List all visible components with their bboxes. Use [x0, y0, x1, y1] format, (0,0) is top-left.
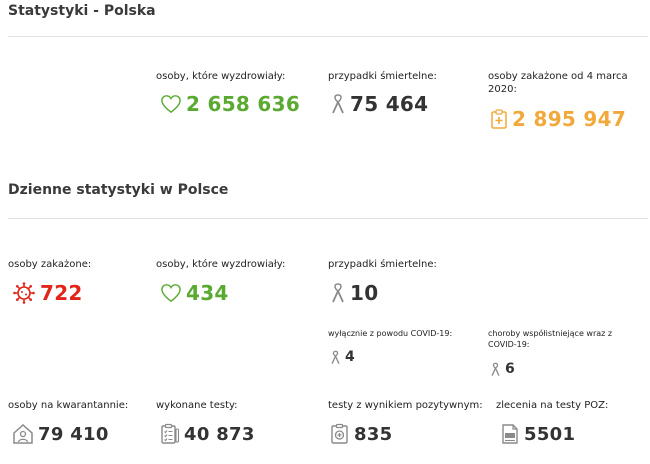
- daily-comorbid-label: choroby współistniejące wraz z COVID-19:: [488, 329, 613, 349]
- daily-positive-tests-value: 835: [330, 423, 392, 445]
- summary-recovered-value: 2 658 636: [160, 92, 300, 116]
- home-person-icon: [12, 423, 34, 445]
- daily-title: Dzienne statystyki w Polsce: [8, 182, 229, 198]
- summary-title: Statystyki - Polska: [8, 3, 156, 19]
- ribbon-icon: [330, 93, 346, 115]
- daily-poz-orders-value: 5501: [500, 423, 575, 445]
- daily-recovered-label: osoby, które wyzdrowiały:: [156, 259, 286, 270]
- heart-icon: [160, 283, 182, 303]
- summary-deaths-value: 75 464: [330, 92, 428, 116]
- positive-test-icon: [330, 423, 350, 445]
- daily-recovered-value: 434: [160, 281, 229, 305]
- heart-icon: [160, 94, 182, 114]
- summary-deaths-label: przypadki śmiertelne:: [328, 71, 437, 82]
- daily-deaths-value: 10: [330, 281, 378, 305]
- virus-icon: [12, 281, 36, 305]
- daily-deaths-label: przypadki śmiertelne:: [328, 259, 437, 270]
- daily-covid-only-value: 4: [330, 349, 355, 365]
- daily-positive-tests-label: testy z wynikiem pozytywnym:: [328, 400, 483, 411]
- daily-covid-only-label: wyłącznie z powodu COVID-19:: [328, 329, 453, 338]
- daily-comorbid-value: 6: [490, 361, 515, 377]
- daily-quarantine-value: 79 410: [12, 423, 109, 445]
- ribbon-icon: [490, 362, 501, 377]
- poz-document-icon: [500, 423, 520, 445]
- summary-infected-label: osoby zakażone od 4 marca 2020:: [488, 71, 628, 95]
- test-checklist-icon: [160, 423, 180, 445]
- ribbon-icon: [330, 350, 341, 365]
- ribbon-icon: [330, 282, 346, 304]
- daily-infected-value: 722: [12, 281, 83, 305]
- daily-infected-label: osoby zakażone:: [8, 259, 92, 270]
- daily-tests-value: 40 873: [160, 423, 255, 445]
- summary-infected-value: 2 895 947: [490, 107, 626, 131]
- clipboard-medical-icon: [490, 108, 508, 130]
- summary-divider: [8, 36, 648, 37]
- daily-divider: [8, 218, 648, 219]
- daily-quarantine-label: osoby na kwarantannie:: [8, 400, 129, 411]
- daily-poz-orders-label: zlecenia na testy POZ:: [496, 400, 609, 411]
- summary-recovered-label: osoby, które wyzdrowiały:: [156, 71, 286, 82]
- daily-tests-label: wykonane testy:: [156, 400, 238, 411]
